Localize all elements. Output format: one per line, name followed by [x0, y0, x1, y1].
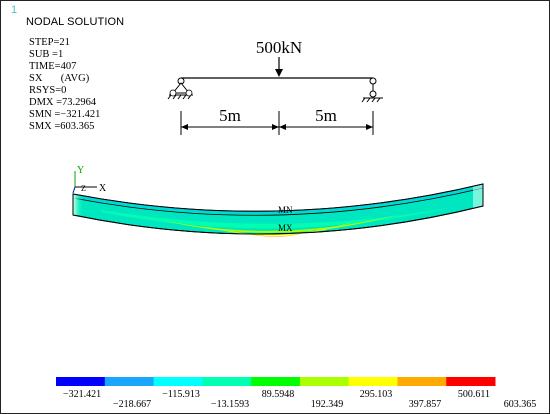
load-arrow-icon	[275, 57, 283, 77]
axis-triad-icon	[72, 171, 97, 194]
legend-label: −321.421	[62, 389, 102, 400]
legend-label: −218.667	[112, 399, 152, 410]
roller-support-icon	[361, 77, 383, 103]
legend-swatch	[104, 377, 155, 386]
legend-label: 192.349	[310, 399, 344, 410]
legend-swatch	[397, 377, 447, 386]
solution-info-block: STEP=21 SUB =1 TIME=407 SX (AVG) RSYS=0 …	[29, 37, 100, 133]
legend-swatch	[56, 377, 106, 386]
viewport-number: 1	[11, 4, 18, 16]
info-time: TIME=407	[29, 61, 77, 72]
load-diagram: 500kN	[167, 38, 383, 135]
info-rsys: RSYS=0	[29, 85, 67, 96]
legend-label: −115.913	[162, 389, 200, 400]
info-sub: SUB =1	[29, 49, 64, 60]
plot-title: NODAL SOLUTION	[26, 16, 125, 28]
beam-outline	[72, 183, 484, 235]
legend-label: 397.857	[408, 399, 442, 410]
load-label: 500kN	[256, 38, 302, 57]
span-right-label: 5m	[315, 106, 337, 125]
legend-swatch	[299, 377, 350, 386]
legend-label: 89.5948	[261, 389, 295, 400]
info-smx: SMX =603.365	[29, 121, 95, 132]
legend-swatch	[348, 377, 398, 386]
info-dmx: DMX =73.2964	[29, 97, 97, 108]
legend-label: 500.611	[457, 389, 491, 400]
span-left-label: 5m	[219, 106, 241, 125]
legend-swatch	[251, 377, 301, 386]
pin-support-icon	[167, 77, 193, 100]
legend-label: −13.1593	[210, 399, 250, 410]
legend-label: 603.365	[503, 399, 537, 410]
axis-y-label: Y	[77, 165, 84, 176]
legend-label: 295.103	[359, 389, 393, 400]
info-step: STEP=21	[29, 37, 70, 48]
legend-swatch	[202, 377, 252, 386]
axis-x-label: X	[99, 183, 107, 194]
min-marker: MN	[278, 205, 293, 215]
legend-swatch	[153, 377, 203, 386]
max-marker: MX	[278, 223, 293, 233]
info-component: SX (AVG)	[29, 73, 90, 84]
legend-swatch	[446, 377, 496, 386]
info-smn: SMN =−321.421	[29, 109, 101, 120]
axis-z-label: Z	[81, 184, 86, 193]
contour-legend-bar	[56, 377, 496, 386]
